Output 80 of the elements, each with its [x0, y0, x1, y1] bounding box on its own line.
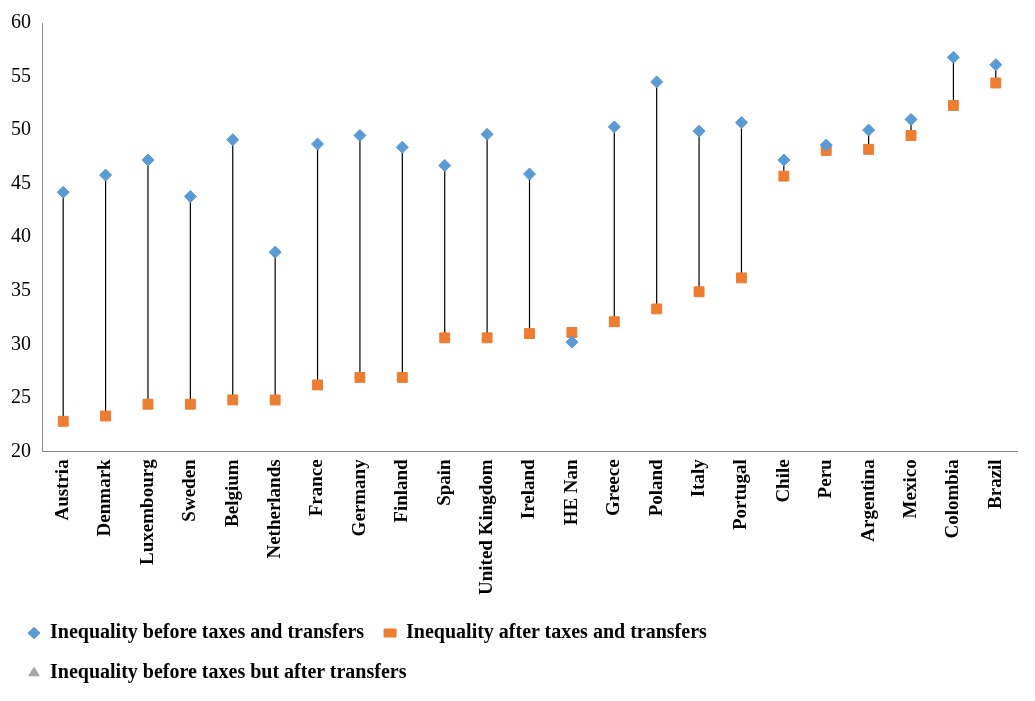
x-tick-label: Greece — [602, 459, 624, 516]
point — [819, 138, 833, 152]
x-tick-label: United Kingdom — [475, 459, 497, 596]
point — [524, 328, 535, 339]
x-tick-label: Chile — [771, 459, 793, 503]
legend-label: Inequality before taxes and transfers — [50, 620, 365, 644]
x-tick-label: Spain — [432, 458, 454, 506]
point — [693, 286, 705, 298]
point — [183, 189, 197, 203]
point — [905, 129, 917, 141]
point — [56, 185, 70, 199]
x-tick-label: Denmark — [93, 458, 115, 537]
point — [100, 410, 112, 422]
point — [141, 153, 155, 167]
x-tick-label: Peru — [814, 458, 836, 499]
point — [395, 140, 409, 154]
x-tick-label: France — [305, 459, 327, 517]
y-tick-label: 25 — [11, 385, 31, 408]
legend-label: Inequality before taxes but after transfers — [50, 660, 407, 684]
y-tick-label: 30 — [11, 331, 31, 354]
y-tick-label: 60 — [11, 10, 31, 33]
x-tick-label: HE Nan — [559, 458, 581, 526]
point — [354, 372, 366, 383]
point — [566, 327, 578, 338]
point — [99, 168, 113, 182]
x-tick-label: Brazil — [983, 459, 1005, 509]
x-tick-label: Mexico — [898, 459, 920, 519]
point — [734, 116, 748, 130]
point — [651, 303, 663, 315]
point — [481, 332, 493, 344]
point — [57, 415, 69, 427]
point — [777, 153, 791, 167]
point — [311, 137, 325, 151]
point — [438, 158, 452, 172]
x-tick-label: Ireland — [517, 458, 539, 520]
x-tick-label: Colombia — [941, 458, 963, 539]
y-tick-label: 50 — [11, 117, 31, 140]
point — [608, 316, 620, 328]
point — [946, 50, 960, 64]
x-tick-label: Austria — [51, 458, 73, 521]
x-tick-label: Finland — [390, 458, 412, 523]
point — [989, 58, 1003, 72]
point — [990, 77, 1002, 89]
point — [650, 75, 664, 89]
point — [312, 379, 323, 391]
point — [226, 133, 240, 147]
x-tick-label: Italy — [686, 458, 708, 498]
point — [227, 394, 239, 406]
x-tick-label: Germany — [347, 458, 369, 537]
point — [778, 170, 790, 182]
x-tick-label: Luxembourg — [135, 458, 157, 565]
x-tick-label: Argentina — [856, 458, 878, 542]
y-tick-label: 40 — [11, 224, 31, 247]
point — [439, 332, 451, 344]
point — [736, 272, 747, 284]
point — [268, 245, 282, 259]
x-tick-label: Sweden — [178, 458, 200, 522]
legend-label: Inequality after taxes and transfers — [406, 620, 707, 644]
x-tick-label: Portugal — [729, 459, 751, 531]
point — [523, 167, 536, 181]
x-tick-label: Poland — [644, 458, 666, 517]
point — [353, 128, 367, 142]
point — [863, 143, 875, 155]
point — [692, 124, 706, 138]
point — [396, 372, 408, 383]
x-tick-label: Netherlands — [263, 459, 285, 559]
point — [184, 398, 196, 410]
point — [565, 335, 579, 349]
point — [607, 120, 621, 134]
point — [142, 398, 154, 410]
y-tick-label: 20 — [11, 438, 31, 461]
point — [947, 100, 959, 111]
point — [269, 394, 281, 406]
y-tick-label: 35 — [11, 277, 31, 300]
y-tick-label: 55 — [11, 63, 31, 86]
x-tick-label: Belgium — [220, 459, 242, 527]
y-tick-label: 45 — [11, 170, 31, 193]
point — [480, 127, 494, 141]
point — [904, 112, 918, 126]
point — [862, 123, 876, 137]
